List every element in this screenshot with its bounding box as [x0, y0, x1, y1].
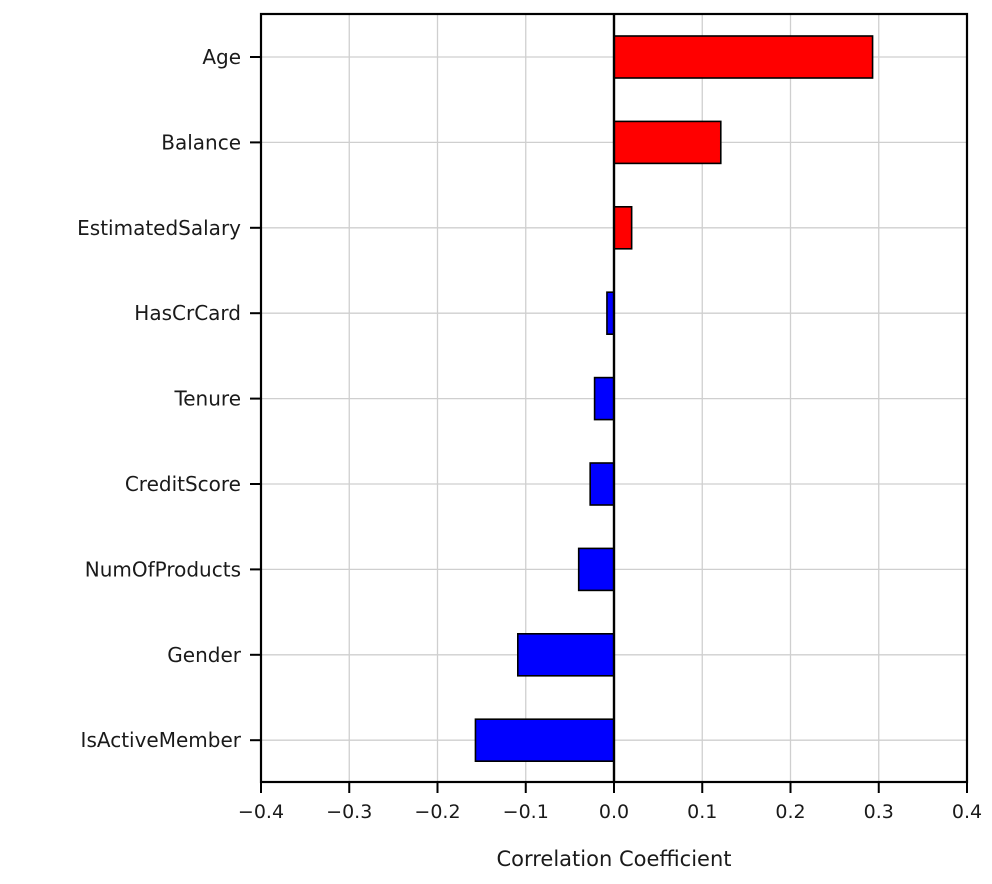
y-tick-label: Gender: [167, 643, 241, 667]
y-tick-label: CreditScore: [125, 472, 241, 496]
y-tick-label: Balance: [161, 130, 241, 154]
bar-tenure: [593, 376, 615, 421]
x-tick-label: 0.3: [864, 801, 894, 823]
bar-gender: [517, 632, 615, 677]
y-tick-label: EstimatedSalary: [77, 216, 241, 240]
y-tick-label: HasCrCard: [134, 301, 241, 325]
x-tick-label: 0.1: [687, 801, 717, 823]
axes: −0.4 −0.3 −0.2 −0.1 0.0 0.1 0.2 0.3 0.4 Age Balanc…: [77, 12, 982, 823]
bar-creditscore: [589, 462, 615, 506]
x-tick-label: −0.4: [238, 801, 284, 823]
y-tick-label: Tenure: [173, 387, 241, 411]
bar-age: [613, 35, 874, 79]
x-tick-label: −0.2: [414, 801, 460, 823]
x-tick-label: 0.4: [952, 801, 982, 823]
bar-estimatedsalary: [613, 206, 633, 250]
bar-balance: [613, 120, 722, 165]
x-tick-label: −0.3: [326, 801, 372, 823]
y-tick-label: NumOfProducts: [85, 557, 241, 581]
bar-isactivemember: [474, 718, 615, 763]
x-axis-title: Correlation Coefficient: [496, 847, 731, 871]
bars: [474, 35, 874, 763]
x-tick-label: 0.2: [775, 801, 805, 823]
y-tick-label: IsActiveMember: [81, 728, 242, 752]
bar-numofproducts: [577, 547, 615, 592]
x-tick-label: 0.0: [599, 801, 629, 823]
y-tick-label: Age: [202, 45, 241, 69]
x-tick-label: −0.1: [503, 801, 549, 823]
